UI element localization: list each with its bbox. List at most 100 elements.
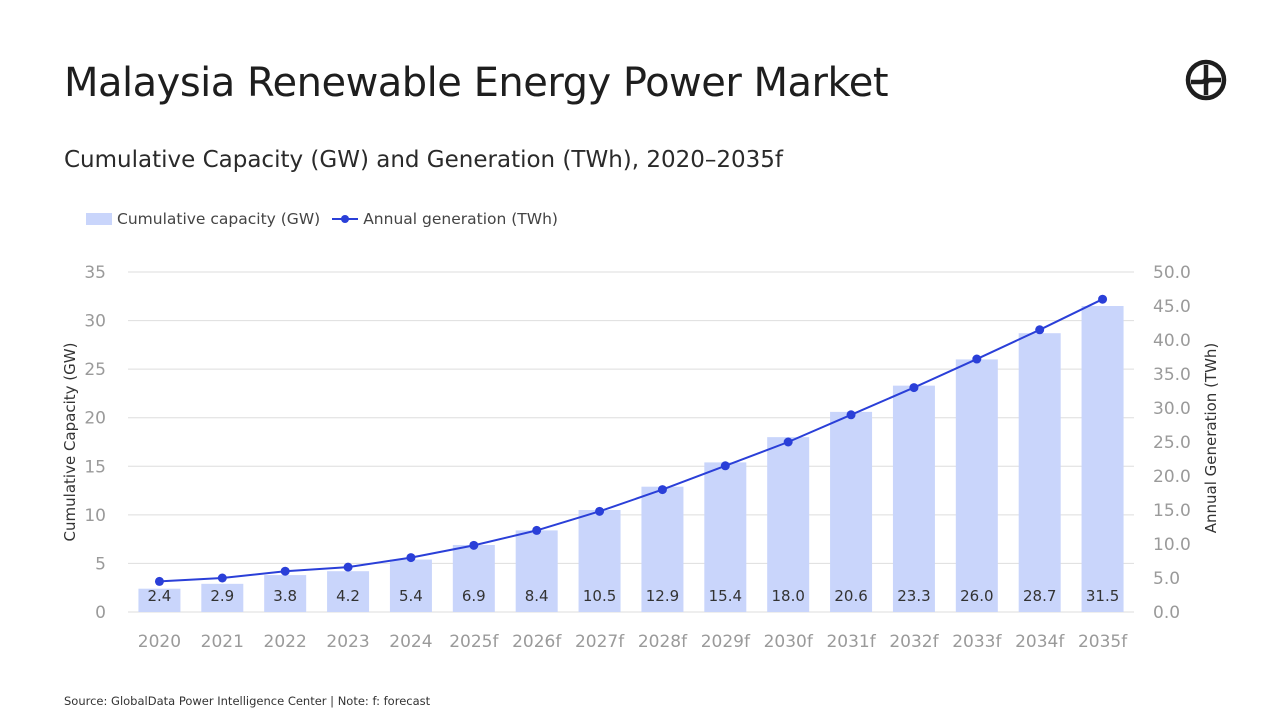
x-tick-label: 2021 [201,632,244,652]
generation-point-2027f [595,506,605,516]
x-tick-label: 2023 [326,632,369,652]
bar-label-2028f: 12.9 [646,587,679,605]
bar-label-2024: 5.4 [399,587,423,605]
bar-label-2023: 4.2 [336,587,360,605]
bar-2033f [955,359,998,612]
y-right-tick-label: 20.0 [1153,467,1191,487]
y-right-tick-label: 0.0 [1153,603,1180,623]
bars [138,306,1124,612]
chart-subtitle: Cumulative Capacity (GW) and Generation … [64,147,784,173]
x-tick-label: 2020 [138,632,181,652]
legend-item-generation: Annual generation (TWh) [332,210,558,228]
y-right-tick-label: 15.0 [1153,501,1191,521]
generation-point-2026f [532,525,542,535]
y-right-tick-label: 35.0 [1153,365,1191,385]
y-right-tick-label: 45.0 [1153,297,1191,317]
bar-2022 [264,575,307,612]
x-tick-label: 2025f [449,632,499,652]
y-right-tick-label: 25.0 [1153,433,1191,453]
generation-point-2030f [783,437,793,447]
generation-point-2031f [846,410,856,420]
y-left-tick-label: 10 [84,506,106,526]
bar-2020 [138,588,181,612]
y-right-tick-label: 40.0 [1153,331,1191,351]
axes: 0 5 10 15 20 25 30 35 0.0 5.0 10.0 15.0 20.0 25.0 30.0… [61,263,1220,652]
y-left-tick-label: 5 [95,554,106,574]
bar-label-2030f: 18.0 [771,587,804,605]
x-tick-label: 2031f [826,632,876,652]
y-right-tick-label: 10.0 [1153,535,1191,555]
globaldata-logo-icon [1185,59,1227,101]
bar-label-2021: 2.9 [210,587,234,605]
x-tick-label: 2024 [389,632,432,652]
bar-label-2034f: 28.7 [1023,587,1056,605]
bar-label-2020: 2.4 [148,587,172,605]
bar-2034f [1018,333,1061,612]
x-tick-label: 2027f [575,632,625,652]
y-left-tick-label: 30 [84,312,106,332]
x-tick-label: 2026f [512,632,562,652]
bar-2028f [641,486,684,612]
generation-point-2028f [657,485,667,495]
bar-label-2027f: 10.5 [583,587,616,605]
y-right-tick-label: 5.0 [1153,569,1180,589]
y-left-tick-label: 35 [84,263,106,283]
bar-data-labels: 2.4 2.9 3.8 4.2 5.4 6.9 8.4 10.5 12.9 15.4 18.0 20.… [148,587,1120,605]
legend-label-generation: Annual generation (TWh) [363,210,558,228]
y-left-tick-label: 20 [84,409,106,429]
bar-2027f [578,510,621,612]
bar-label-2033f: 26.0 [960,587,993,605]
y-right-axis-title: Annual Generation (TWh) [1202,343,1220,534]
generation-point-2035f [1098,294,1108,304]
generation-point-2024 [406,553,416,563]
bar-label-2022: 3.8 [273,587,297,605]
chart-legend: Cumulative capacity (GW) Annual generati… [86,210,570,228]
generation-point-2029f [720,461,730,471]
generation-point-2021 [217,573,227,583]
legend-swatch-capacity [86,213,112,225]
y-left-tick-label: 25 [84,360,106,380]
x-tick-label: 2028f [638,632,688,652]
bar-label-2029f: 15.4 [709,587,742,605]
bar-2030f [767,437,810,612]
x-tick-label: 2035f [1078,632,1128,652]
bar-2024 [389,559,432,612]
x-tick-label: 2032f [889,632,939,652]
bar-label-2026f: 8.4 [525,587,549,605]
legend-label-capacity: Cumulative capacity (GW) [117,210,321,228]
bar-2031f [830,411,873,612]
generation-point-2022 [280,566,290,576]
generation-series-line [159,298,1104,583]
bar-2021 [201,583,244,612]
y-right-tick-label: 30.0 [1153,399,1191,419]
generation-point-2023 [343,562,353,572]
generation-point-2032f [909,383,919,393]
generation-point-2034f [1035,325,1045,335]
bar-2032f [892,385,935,612]
y-left-axis-title: Cumulative Capacity (GW) [61,343,79,542]
bar-2025f [452,544,495,612]
bar-label-2035f: 31.5 [1086,587,1119,605]
bar-label-2032f: 23.3 [897,587,930,605]
legend-item-capacity: Cumulative capacity (GW) [86,210,320,228]
generation-point-2033f [972,354,982,364]
bar-label-2025f: 6.9 [462,587,486,605]
x-tick-label: 2029f [701,632,751,652]
y-left-tick-label: 0 [95,603,106,623]
generation-line [154,294,1108,586]
source-note: Source: GlobalData Power Intelligence Ce… [64,694,431,708]
generation-point-2025f [469,540,479,550]
generation-point-2020 [154,576,164,586]
bar-label-2031f: 20.6 [834,587,867,605]
x-tick-label: 2033f [952,632,1002,652]
y-left-tick-label: 15 [84,457,106,477]
legend-swatch-generation [332,215,359,223]
page-title: Malaysia Renewable Energy Power Market [64,60,889,106]
bar-2029f [704,462,747,612]
bar-2026f [515,530,558,612]
y-right-tick-label: 50.0 [1153,263,1191,283]
bar-2023 [327,571,370,612]
x-tick-label: 2034f [1015,632,1065,652]
x-tick-label: 2022 [264,632,307,652]
